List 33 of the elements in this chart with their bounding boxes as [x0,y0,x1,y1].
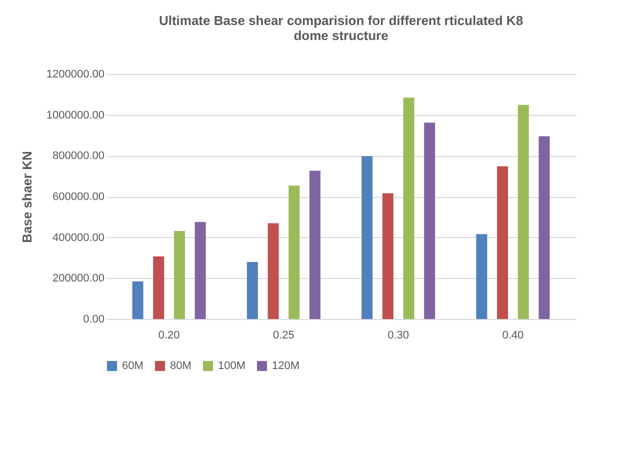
y-tick-label: 400000.00 [52,232,104,244]
bar [132,281,144,319]
x-tick-label: 0.20 [158,330,180,342]
y-axis-title: Base shaer KN [19,151,34,243]
bar [424,122,436,319]
bar [538,136,550,319]
bar [497,166,508,319]
x-tick-label: 0.30 [388,330,410,342]
legend-label: 120M [272,360,300,372]
y-tick-label: 1000000.00 [46,109,104,122]
y-tick-label: 800000.00 [52,150,104,162]
bar [382,193,394,319]
bar [309,170,320,319]
bar [246,262,258,319]
bar [518,104,529,319]
bar [153,256,164,319]
y-tick-label: 0.00 [83,314,104,326]
bar [362,156,373,319]
legend-label: 100M [218,360,246,372]
bar [174,231,185,319]
bar [194,222,206,319]
chart-title: Ultimate Base shear comparision for different rticulated K8 dome structure [158,13,524,43]
x-tick-label: 0.25 [272,330,294,342]
bar [476,234,488,319]
y-tick-label: 600000.00 [52,191,104,203]
bar [403,98,414,319]
x-tick-label: 0.40 [502,330,524,342]
legend-label: 60M [122,360,144,372]
bar [288,186,300,319]
bar [268,223,279,319]
legend-label: 80M [170,360,192,372]
y-tick-label: 1200000.00 [46,68,104,80]
y-tick-label: 200000.00 [52,272,104,285]
